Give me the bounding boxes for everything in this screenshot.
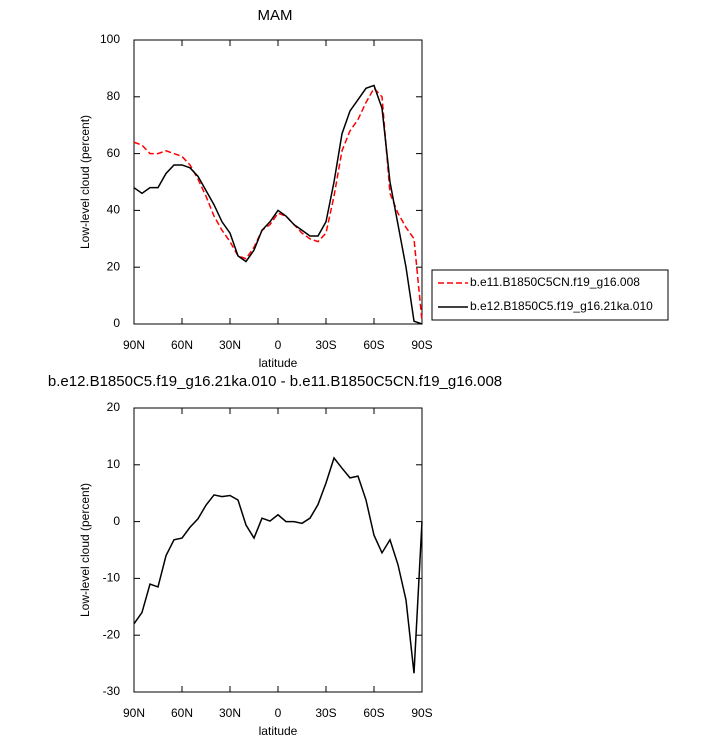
x-tick-label: 30N bbox=[219, 338, 241, 352]
x-tick-label: 60S bbox=[363, 706, 384, 720]
x-tick-label: 60N bbox=[171, 706, 193, 720]
y-tick-label: 20 bbox=[107, 400, 121, 414]
y-tick-label: -20 bbox=[103, 627, 121, 641]
x-tick-label: 90S bbox=[411, 706, 432, 720]
chart-title: MAM bbox=[258, 7, 293, 24]
y-tick-label: 100 bbox=[100, 32, 120, 46]
x-axis-label: latitude bbox=[259, 356, 298, 370]
y-tick-label: 10 bbox=[107, 457, 121, 471]
y-tick-label: -10 bbox=[103, 571, 121, 585]
x-tick-label: 30S bbox=[315, 706, 336, 720]
y-axis-label: Low-level cloud (percent) bbox=[78, 483, 92, 617]
legend-label: b.e12.B1850C5.f19_g16.21ka.010 bbox=[470, 299, 653, 313]
x-tick-label: 60S bbox=[363, 338, 384, 352]
x-axis-label: latitude bbox=[259, 724, 298, 738]
y-tick-label: 0 bbox=[113, 514, 120, 528]
x-tick-label: 90S bbox=[411, 338, 432, 352]
plot-frame bbox=[133, 39, 423, 325]
legend-label: b.e11.B1850C5CN.f19_g16.008 bbox=[470, 275, 640, 289]
x-tick-label: 90N bbox=[123, 706, 145, 720]
series-line bbox=[133, 456, 423, 674]
x-tick-label: 60N bbox=[171, 338, 193, 352]
x-tick-label: 30S bbox=[315, 338, 336, 352]
legend-box bbox=[431, 269, 669, 321]
plot-frame bbox=[133, 407, 423, 693]
y-tick-label: 40 bbox=[107, 203, 121, 217]
series-line bbox=[133, 87, 423, 322]
x-tick-label: 0 bbox=[275, 338, 282, 352]
x-tick-label: 90N bbox=[123, 338, 145, 352]
x-tick-label: 0 bbox=[275, 706, 282, 720]
series-line bbox=[133, 84, 423, 325]
y-tick-label: 60 bbox=[107, 146, 121, 160]
y-tick-label: 20 bbox=[107, 259, 121, 273]
x-tick-label: 30N bbox=[219, 706, 241, 720]
y-tick-label: 80 bbox=[107, 89, 121, 103]
y-tick-label: 0 bbox=[113, 316, 120, 330]
y-axis-label: Low-level cloud (percent) bbox=[78, 115, 92, 249]
chart-title: b.e12.B1850C5.f19_g16.21ka.010 - b.e11.B… bbox=[48, 373, 502, 390]
y-tick-label: -30 bbox=[103, 684, 121, 698]
